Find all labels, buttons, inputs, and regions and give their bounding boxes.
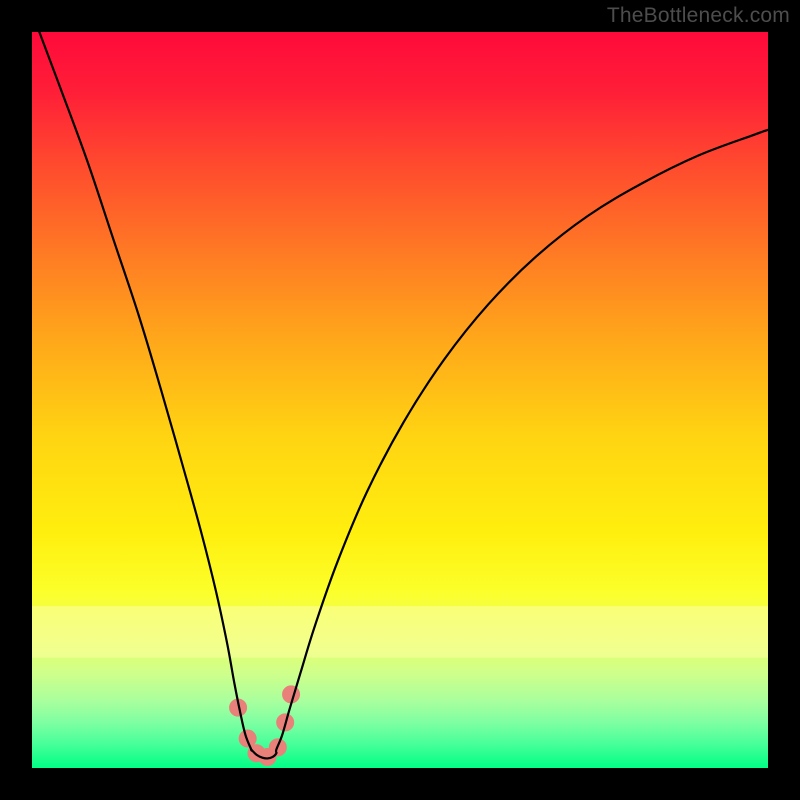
watermark-text: TheBottleneck.com xyxy=(607,4,790,28)
yellow-band xyxy=(32,606,768,658)
chart-svg xyxy=(0,0,800,800)
chart-stage: TheBottleneck.com xyxy=(0,0,800,800)
